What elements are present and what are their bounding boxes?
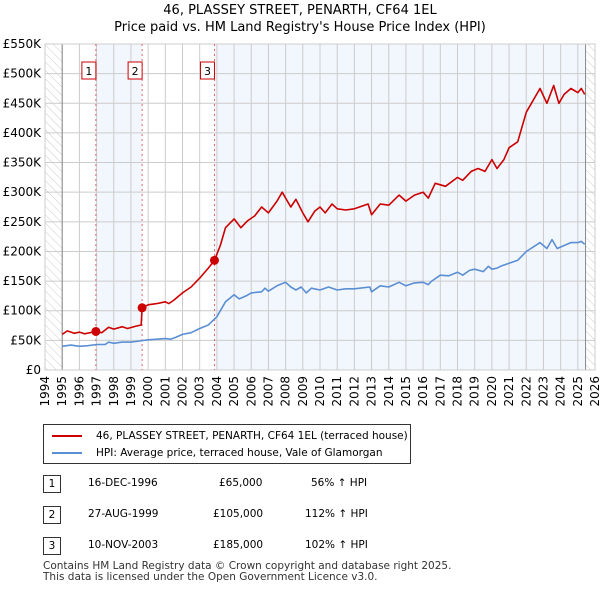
y-tick-label: £0 [26, 363, 41, 377]
x-tick-label: 2009 [296, 376, 310, 407]
sale-number: 1 [43, 475, 61, 493]
sale-date: 10-NOV-2003 [88, 539, 159, 551]
legend-label: HPI: Average price, terraced house, Vale… [96, 447, 383, 459]
legend: 46, PLASSEY STREET, PENARTH, CF64 1EL (t… [43, 424, 411, 464]
x-tick-label: 2008 [279, 376, 293, 407]
legend-swatch [52, 435, 82, 437]
sale-price: £105,000 [213, 508, 264, 520]
footer: Contains HM Land Registry data © Crown c… [43, 561, 451, 583]
x-tick-label: 1999 [124, 376, 138, 407]
y-tick-label: £150K [3, 274, 43, 288]
no-data-region [45, 44, 63, 370]
x-tick-label: 2017 [433, 376, 447, 407]
sale-number: 3 [43, 537, 61, 555]
sale-row: 1 16-DEC-1996 £65,000 56% ↑ HPI [43, 475, 443, 493]
sale-hpi: 102% ↑ HPI [305, 539, 368, 551]
sale-hpi: 112% ↑ HPI [305, 508, 368, 520]
x-tick-label: 1998 [107, 376, 121, 407]
x-tick-label: 2010 [313, 376, 327, 407]
legend-item-property: 46, PLASSEY STREET, PENARTH, CF64 1EL (t… [52, 430, 408, 442]
x-tick-label: 2000 [141, 376, 155, 407]
sale-label-box [199, 61, 215, 80]
x-tick-label: 2023 [536, 376, 550, 407]
legend-label: 46, PLASSEY STREET, PENARTH, CF64 1EL (t… [96, 430, 408, 442]
sale-label: 2 [132, 65, 139, 78]
subtitle: Price paid vs. HM Land Registry's House … [114, 20, 486, 35]
sale-label-box [81, 61, 97, 80]
x-tick-label: 2019 [468, 376, 482, 407]
sale-date: 27-AUG-1999 [88, 508, 159, 520]
no-data-region [585, 44, 595, 370]
legend-item-hpi: HPI: Average price, terraced house, Vale… [52, 447, 383, 459]
title: 46, PLASSEY STREET, PENARTH, CF64 1EL [163, 3, 437, 18]
sale-point [137, 303, 147, 313]
chart-title: 46, PLASSEY STREET, PENARTH, CF64 1EL Pr… [0, 2, 600, 36]
y-tick-label: £300K [3, 185, 43, 199]
y-tick-label: £450K [3, 96, 43, 110]
price-line [61, 84, 586, 336]
x-tick-label: 2007 [261, 376, 275, 407]
shaded-region [214, 44, 586, 370]
sale-hpi: 56% ↑ HPI [311, 477, 368, 489]
x-tick-label: 1994 [38, 376, 52, 407]
x-tick-label: 2026 [588, 376, 600, 407]
x-tick-label: 2014 [382, 376, 396, 407]
legend-swatch [52, 452, 82, 454]
sale-price: £185,000 [213, 539, 264, 551]
x-tick-label: 2002 [176, 376, 190, 407]
x-tick-label: 2012 [347, 376, 361, 407]
hpi-line [62, 238, 586, 348]
sale-label-box [127, 61, 143, 80]
x-tick-label: 2022 [519, 376, 533, 407]
x-tick-label: 1996 [72, 376, 86, 407]
x-tick-label: 2018 [451, 376, 465, 407]
x-tick-label: 2024 [554, 376, 568, 407]
sale-label: 3 [204, 65, 211, 78]
x-tick-label: 2011 [330, 376, 344, 407]
price-chart: 1994 1995 1996 1997 1998 1999 2000 2001 2002 2003… [3, 37, 600, 407]
y-tick-label: £350K [3, 156, 43, 170]
x-tick-label: 2003 [193, 376, 207, 407]
x-tick-label: 1997 [90, 376, 104, 407]
copyright-text: Contains HM Land Registry data © Crown c… [43, 560, 452, 572]
x-tick-label: 2025 [571, 376, 585, 407]
x-tick-label: 2005 [227, 376, 241, 407]
x-tick-label: 2006 [244, 376, 258, 407]
x-tick-label: 2013 [365, 376, 379, 407]
x-tick-label: 2016 [416, 376, 430, 407]
x-tick-label: 2015 [399, 376, 413, 407]
x-tick-label: 1995 [55, 376, 69, 407]
licence-text: This data is licensed under the Open Gov… [43, 571, 378, 583]
sale-date: 16-DEC-1996 [88, 477, 158, 489]
sale-row: 2 27-AUG-1999 £105,000 112% ↑ HPI [43, 506, 443, 524]
sale-price: £65,000 [219, 477, 263, 489]
y-tick-label: £250K [3, 215, 43, 229]
y-tick-label: £500K [3, 67, 43, 81]
y-tick-label: £50K [10, 333, 42, 347]
x-tick-label: 2020 [485, 376, 499, 407]
x-tick-label: 2001 [158, 376, 172, 407]
x-tick-label: 2004 [210, 376, 224, 407]
plot-border [44, 43, 596, 371]
sale-point [91, 326, 101, 336]
y-tick-label: £100K [3, 304, 43, 318]
sale-label: 1 [85, 65, 92, 78]
shaded-region [95, 44, 143, 370]
x-tick-label: 2021 [502, 376, 516, 407]
sale-number: 2 [43, 506, 61, 524]
y-tick-label: £550K [3, 37, 43, 51]
sale-row: 3 10-NOV-2003 £185,000 102% ↑ HPI [43, 537, 443, 555]
sale-point [209, 255, 219, 265]
y-tick-label: £400K [3, 126, 43, 140]
y-tick-label: £200K [3, 244, 43, 258]
